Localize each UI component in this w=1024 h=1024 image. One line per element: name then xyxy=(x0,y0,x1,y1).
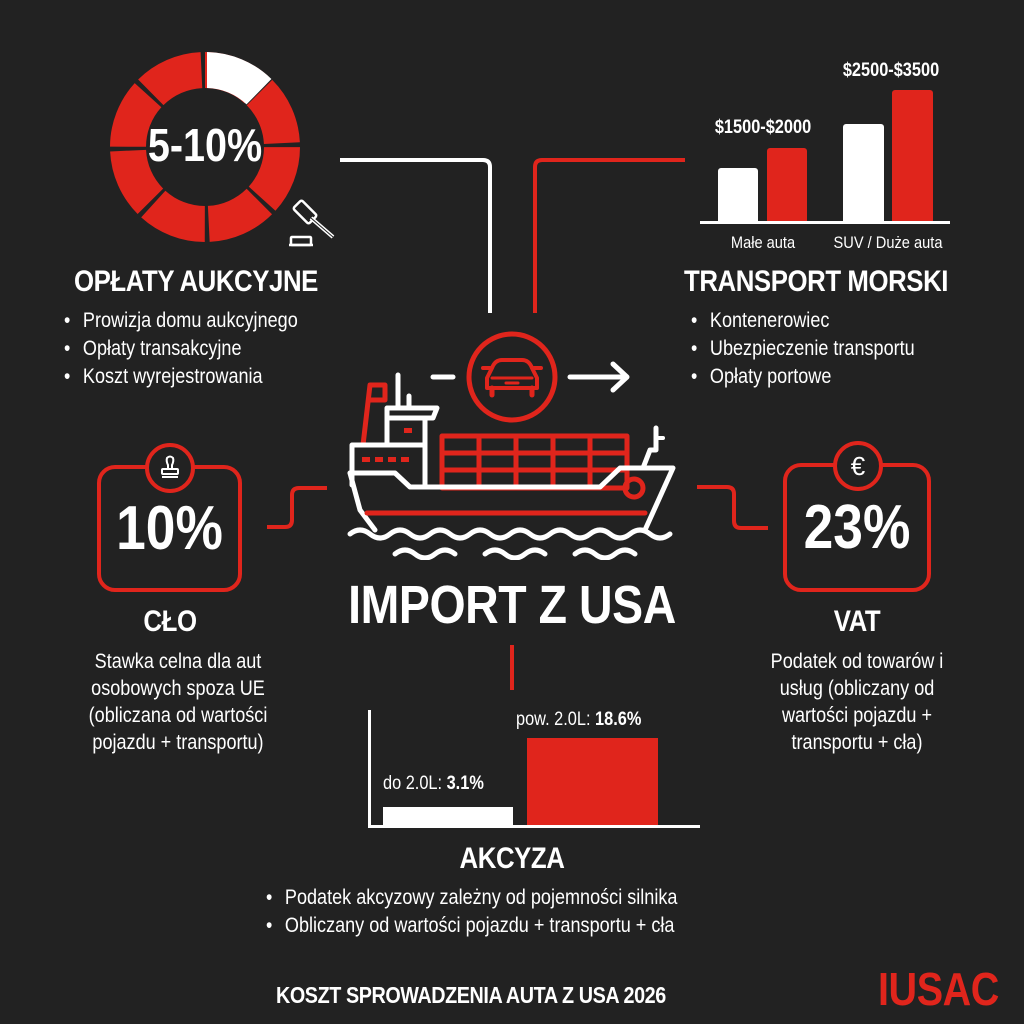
bar-large-max xyxy=(892,90,933,222)
list-item: Kontenerowiec xyxy=(691,307,915,335)
list-item: Opłaty transakcyjne xyxy=(64,335,298,363)
bar-small-min xyxy=(718,168,758,222)
bar-small-max xyxy=(767,148,807,222)
list-item: Opłaty portowe xyxy=(691,363,915,391)
donut-chart xyxy=(110,52,300,242)
center-title: IMPORT Z USA xyxy=(348,575,676,635)
bar-label-small: $1500-$2000 xyxy=(714,117,812,138)
transport-title: TRANSPORT MORSKI xyxy=(684,265,949,298)
chart-axis xyxy=(700,221,950,224)
list-item: Prowizja domu aukcyjnego xyxy=(64,307,298,335)
gavel-icon xyxy=(285,197,341,249)
list-item: Obliczany od wartości pojazdu + transpor… xyxy=(266,912,677,940)
duty-value: 10% xyxy=(116,494,223,563)
car-icon xyxy=(466,331,558,423)
chart-x-axis xyxy=(368,825,700,828)
excise-list: Podatek akcyzowy zależny od pojemności s… xyxy=(266,884,744,940)
footer-title: KOSZT SPROWADZENIA AUTA Z USA 2026 xyxy=(276,982,666,1008)
bar-label-large: $2500-$3500 xyxy=(842,60,940,81)
bar-large-min xyxy=(843,124,884,222)
bar-low xyxy=(383,807,513,825)
list-item: Koszt wyrejestrowania xyxy=(64,363,298,391)
transport-chart: $1500-$2000 $2500-$3500 Małe auta SUV / … xyxy=(690,55,970,255)
bar-high-label: pow. 2.0L: 18.6% xyxy=(516,709,642,730)
container-ship-icon xyxy=(347,331,676,560)
list-item: Ubezpieczenie transportu xyxy=(691,335,915,363)
list-item: Podatek akcyzowy zależny od pojemności s… xyxy=(266,884,678,912)
excise-title: AKCYZA xyxy=(459,842,565,875)
stamp-icon-badge xyxy=(145,443,195,493)
arrow-right-icon xyxy=(567,361,630,393)
transport-list: Kontenerowiec Ubezpieczenie transportu O… xyxy=(691,307,951,391)
duty-title: CŁO xyxy=(143,605,197,638)
auction-list: Prowizja domu aukcyjnego Opłaty transakc… xyxy=(64,307,336,391)
excise-chart: do 2.0L: 3.1% pow. 2.0L: 18.6% xyxy=(365,705,705,830)
auction-percentage: 5-10% xyxy=(147,119,263,171)
brand-logo: IUSAC xyxy=(878,963,999,1015)
stamp-icon xyxy=(161,455,179,478)
vat-description: Podatek od towarów i usług (obliczany od… xyxy=(770,650,944,754)
axis-label-small: Małe auta xyxy=(730,233,796,252)
auction-title: OPŁATY AUKCYJNE xyxy=(74,265,318,298)
chart-y-axis xyxy=(368,710,371,828)
vat-title: VAT xyxy=(833,605,881,638)
auction-donut: 5-10% xyxy=(110,52,300,242)
bar-high xyxy=(527,738,658,825)
euro-icon: € xyxy=(850,451,866,481)
duty-description: Stawka celna dla aut osobowych spoza UE … xyxy=(88,650,268,754)
vat-value: 23% xyxy=(803,493,911,562)
axis-label-large: SUV / Duże auta xyxy=(833,233,943,252)
bar-low-label: do 2.0L: 3.1% xyxy=(383,773,484,794)
euro-icon-badge: € xyxy=(833,441,883,491)
waves-icon xyxy=(347,527,673,560)
